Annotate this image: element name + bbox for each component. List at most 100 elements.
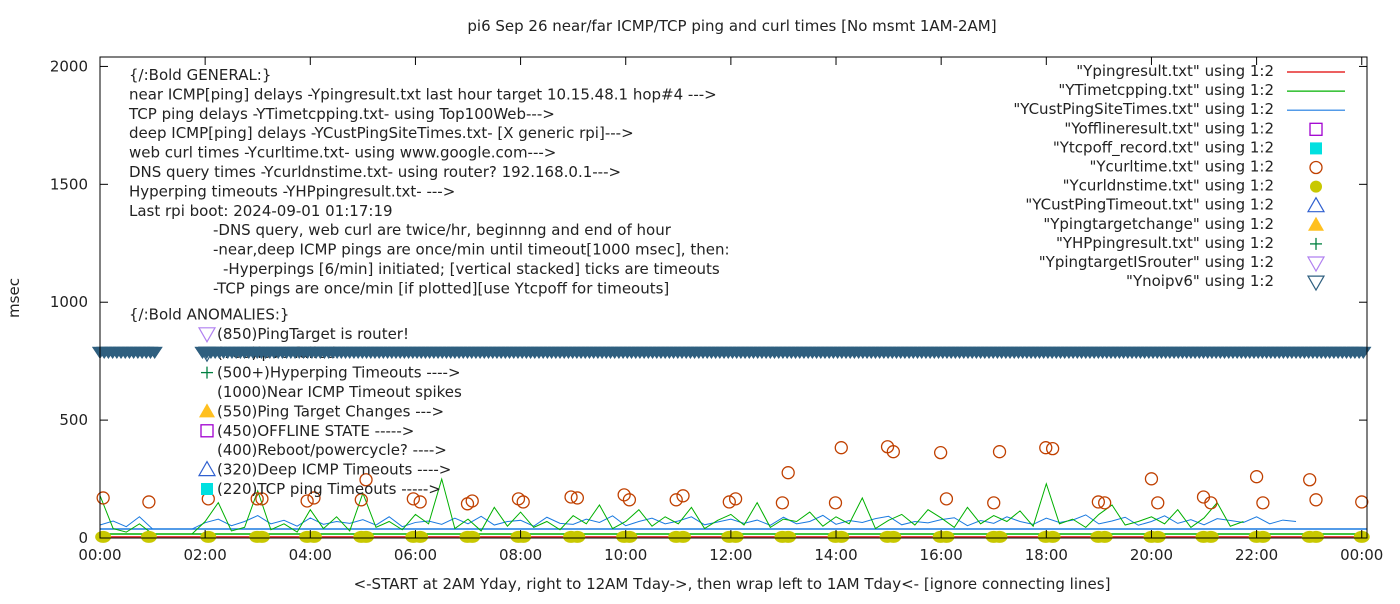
curl-point — [516, 495, 530, 509]
legend-label: "YTimetcpping.txt" using 1:2 — [1058, 81, 1274, 99]
curl-point — [1196, 490, 1211, 504]
x-tick-label: 14:00 — [814, 546, 857, 564]
y-tick-label: 500 — [59, 411, 88, 429]
dns-point — [140, 530, 157, 543]
dns-point — [1149, 530, 1166, 543]
legend-label: "Ytcpoff_record.txt" using 1:2 — [1053, 138, 1274, 157]
curl-point — [617, 488, 631, 502]
tcp-ping-line — [99, 477, 1244, 535]
anomaly-item: (550)Ping Target Changes ---> — [217, 402, 444, 420]
x-tick-label: 18:00 — [1025, 546, 1068, 564]
legend-marker — [1308, 216, 1324, 231]
anomaly-item: (850)PingTarget is router! — [217, 325, 409, 343]
x-tick-label: 00:00 — [78, 546, 121, 564]
curl-point — [406, 492, 420, 506]
curl-point — [987, 496, 1001, 510]
legend-marker — [1306, 256, 1326, 273]
general-note: -near,deep ICMP pings are once/min until… — [213, 241, 730, 259]
legend-label: "Ynoipv6" using 1:2 — [1126, 272, 1274, 290]
general-note: -Hyperpings [6/min] initiated; [vertical… — [223, 260, 720, 278]
dns-point — [95, 530, 112, 543]
dns-point — [833, 530, 850, 543]
dns-point — [253, 530, 270, 543]
curl-point — [564, 490, 578, 504]
anomaly-item: (220)TCP ping Timeouts -----> — [217, 480, 441, 498]
dns-point — [569, 530, 586, 543]
general-line: TCP ping delays -YTimetcpping.txt- using… — [128, 105, 555, 123]
curl-point — [1309, 493, 1323, 507]
x-axis-label: <-START at 2AM Yday, right to 12AM Tday-… — [354, 575, 1111, 593]
curl-point — [992, 445, 1007, 459]
curl-point — [142, 495, 156, 509]
general-line: near ICMP[ping] delays -Ypingresult.txt … — [129, 85, 717, 103]
legend-marker — [1310, 180, 1322, 193]
curl-point — [300, 494, 314, 508]
dns-point — [938, 530, 955, 543]
dns-point — [1202, 530, 1219, 543]
x-tick-label: 12:00 — [709, 546, 752, 564]
curl-point — [1249, 470, 1264, 484]
y-tick-label: 1500 — [50, 175, 88, 193]
curl-point — [722, 495, 736, 509]
x-tick-label: 04:00 — [289, 546, 332, 564]
legend-marker — [1310, 237, 1322, 250]
legend-marker — [1309, 122, 1323, 136]
curl-point — [96, 491, 110, 505]
curl-point — [413, 495, 427, 509]
legend-label: "Ypingtargetchange" using 1:2 — [1043, 215, 1274, 233]
curl-point — [886, 445, 900, 459]
curl-point — [728, 492, 743, 506]
curl-point — [255, 492, 269, 506]
curl-point — [781, 466, 795, 480]
y-tick-label: 1000 — [50, 293, 88, 311]
curl-point — [828, 496, 843, 510]
anomaly-item: (400)Reboot/powercycle? ----> — [217, 441, 447, 459]
curl-point — [465, 494, 479, 508]
general-line: Hyperping timeouts -YHPpingresult.txt- -… — [129, 182, 455, 200]
curl-point — [1045, 441, 1060, 456]
dns-point — [621, 530, 638, 543]
dns-point — [305, 530, 322, 543]
curl-point — [1098, 496, 1112, 510]
anomaly-marker — [197, 327, 217, 344]
legend-marker — [1309, 160, 1323, 175]
plot-frame — [99, 56, 1368, 539]
anomaly-item: (1000)Near ICMP Timeout spikes — [217, 383, 462, 401]
y-axis-label: msec — [5, 278, 23, 318]
x-tick-label: 16:00 — [920, 546, 963, 564]
legend-label: "Ypingresult.txt" using 1:2 — [1076, 62, 1274, 80]
x-tick-label: 02:00 — [184, 546, 227, 564]
curl-point — [775, 496, 790, 510]
general-note: -DNS query, web curl are twice/hr, begin… — [213, 221, 672, 239]
legend-marker — [1310, 142, 1322, 155]
general-header: {/:Bold GENERAL:} — [129, 66, 271, 84]
chart-title: pi6 Sep 26 near/far ICMP/TCP ping and cu… — [467, 17, 996, 35]
curl-point — [1144, 472, 1159, 486]
legend-marker — [1306, 275, 1326, 292]
curl-point — [676, 489, 690, 503]
anomaly-item: (500+)Hyperping Timeouts ----> — [217, 364, 461, 382]
curl-point — [1091, 495, 1106, 509]
legend-label: "YHPpingresult.txt" using 1:2 — [1056, 234, 1274, 252]
anomaly-item: (450)OFFLINE STATE -----> — [217, 422, 414, 440]
dns-point — [727, 530, 744, 543]
general-line: web curl times -Ycurltime.txt- using www… — [129, 144, 556, 162]
x-tick-label: 08:00 — [499, 546, 542, 564]
curl-point — [1039, 441, 1053, 455]
anomaly-item: (320)Deep ICMP Timeouts ----> — [217, 461, 451, 479]
curl-point — [1151, 496, 1165, 510]
legend-label: "Yofflineresult.txt" using 1:2 — [1064, 119, 1274, 137]
anomalies-header: {/:Bold ANOMALIES:} — [129, 305, 289, 323]
anomaly-marker — [197, 460, 217, 477]
noipv6-point — [146, 346, 163, 359]
legend-label: "YCustPingTimeout.txt" using 1:2 — [1025, 196, 1274, 214]
legend-marker — [1306, 196, 1326, 213]
curl-point — [1204, 496, 1218, 510]
x-tick-label: 06:00 — [394, 546, 437, 564]
legend-label: "Ycurldnstime.txt" using 1:2 — [1063, 177, 1274, 195]
dns-point — [1254, 530, 1271, 543]
anomaly-marker — [201, 366, 213, 379]
dns-point — [464, 530, 481, 543]
dns-point — [1308, 530, 1325, 543]
general-line: DNS query times -Ycurldnstime.txt- using… — [129, 163, 621, 181]
